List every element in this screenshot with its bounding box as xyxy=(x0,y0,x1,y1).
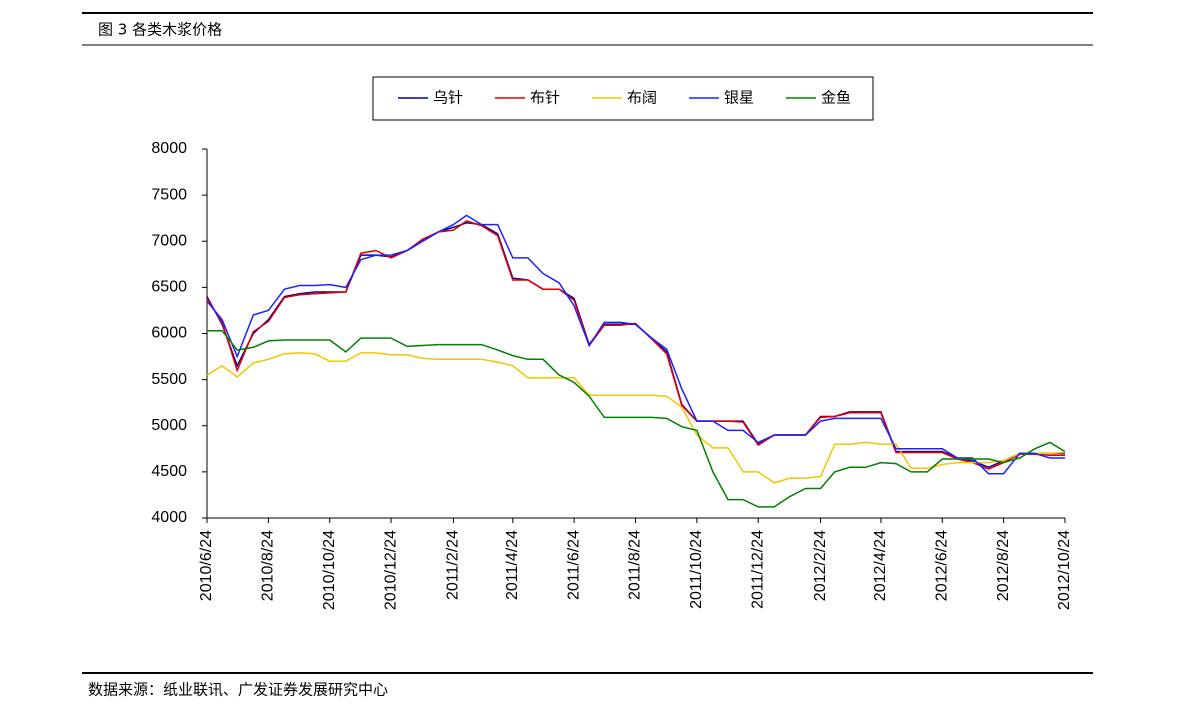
y-tick-label: 6000 xyxy=(151,325,187,342)
x-tick-label: 2012/2/24 xyxy=(812,530,829,601)
x-tick-label: 2010/8/24 xyxy=(260,530,277,601)
x-tick-label: 2011/6/24 xyxy=(565,530,582,600)
legend-label: 布针 xyxy=(530,89,560,107)
y-tick-label: 4000 xyxy=(151,509,187,526)
series-line xyxy=(207,329,1066,508)
x-tick-label: 2012/6/24 xyxy=(934,530,951,601)
x-tick-label: 2011/12/24 xyxy=(749,530,766,609)
y-tick-label: 5000 xyxy=(151,417,187,434)
series-line xyxy=(206,352,1066,484)
x-tick-label: 2010/12/24 xyxy=(382,530,399,610)
legend-label: 金鱼 xyxy=(821,89,851,107)
series-line xyxy=(206,214,1065,475)
legend-label: 乌针 xyxy=(433,89,463,107)
y-tick-label: 7000 xyxy=(151,232,187,249)
legend-label: 布阔 xyxy=(627,89,657,107)
x-tick-label: 2011/4/24 xyxy=(504,530,521,600)
y-tick-label: 4500 xyxy=(151,463,187,480)
x-tick-label: 2010/6/24 xyxy=(198,530,215,601)
chart-title: 图 3 各类木浆价格 xyxy=(98,21,222,39)
x-tick-label: 2011/8/24 xyxy=(627,530,644,600)
x-tick-label: 2011/2/24 xyxy=(445,530,462,600)
y-tick-label: 8000 xyxy=(151,140,187,157)
legend-label: 银星 xyxy=(724,89,754,107)
x-tick-label: 2012/4/24 xyxy=(872,530,889,601)
x-tick-label: 2010/10/24 xyxy=(321,530,338,610)
y-tick-label: 5500 xyxy=(151,371,187,388)
x-tick-label: 2011/10/24 xyxy=(688,530,705,609)
x-tick-label: 2012/10/24 xyxy=(1056,530,1073,610)
y-tick-label: 6500 xyxy=(151,279,187,296)
source-note: 数据来源：纸业联讯、广发证券发展研究中心 xyxy=(88,681,388,699)
y-tick-label: 7500 xyxy=(151,186,187,203)
x-tick-label: 2012/8/24 xyxy=(995,530,1012,601)
